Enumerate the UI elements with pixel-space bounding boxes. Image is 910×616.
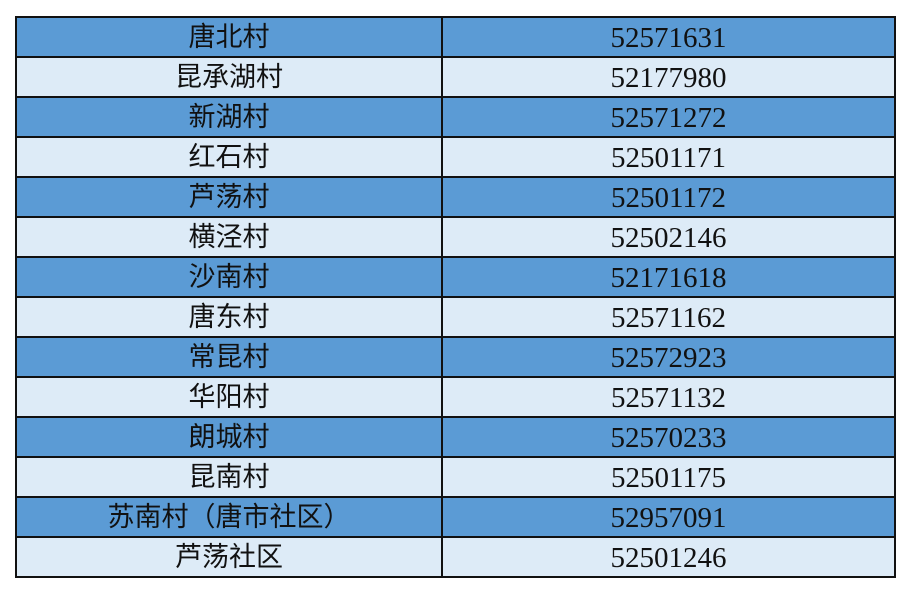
phone-number-cell: 52177980 (441, 56, 896, 98)
phone-number-cell: 52502146 (441, 216, 896, 258)
table-row: 新湖村 52571272 (15, 96, 896, 138)
phone-number-cell: 52501175 (441, 456, 896, 498)
phone-number-cell: 52501246 (441, 536, 896, 578)
village-name-cell: 芦荡社区 (15, 536, 443, 578)
village-name-cell: 华阳村 (15, 376, 443, 418)
village-name-cell: 朗城村 (15, 416, 443, 458)
table-row: 唐东村 52571162 (15, 296, 896, 338)
village-name-cell: 横泾村 (15, 216, 443, 258)
village-name-cell: 唐北村 (15, 16, 443, 58)
village-name-cell: 昆南村 (15, 456, 443, 498)
table-row: 芦荡村 52501172 (15, 176, 896, 218)
phone-number-cell: 52572923 (441, 336, 896, 378)
table-row: 华阳村 52571132 (15, 376, 896, 418)
village-name-cell: 沙南村 (15, 256, 443, 298)
village-name-cell: 红石村 (15, 136, 443, 178)
village-name-cell: 芦荡村 (15, 176, 443, 218)
table-row: 苏南村（唐市社区） 52957091 (15, 496, 896, 538)
phone-number-cell: 52171618 (441, 256, 896, 298)
table-row: 芦荡社区 52501246 (15, 536, 896, 578)
village-name-cell: 新湖村 (15, 96, 443, 138)
table-row: 红石村 52501171 (15, 136, 896, 178)
table-body: 唐北村 52571631 昆承湖村 52177980 新湖村 52571272 红石村 525… (15, 16, 896, 578)
table-row: 昆承湖村 52177980 (15, 56, 896, 98)
phone-number-cell: 52571272 (441, 96, 896, 138)
phone-number-cell: 52501171 (441, 136, 896, 178)
table-row: 常昆村 52572923 (15, 336, 896, 378)
phone-number-cell: 52571631 (441, 16, 896, 58)
table-row: 朗城村 52570233 (15, 416, 896, 458)
contact-table: 唐北村 52571631 昆承湖村 52177980 新湖村 52571272 红石村 525… (15, 16, 896, 578)
table-row: 昆南村 52501175 (15, 456, 896, 498)
village-name-cell: 唐东村 (15, 296, 443, 338)
phone-number-cell: 52570233 (441, 416, 896, 458)
table-row: 唐北村 52571631 (15, 16, 896, 58)
phone-number-cell: 52957091 (441, 496, 896, 538)
village-name-cell: 苏南村（唐市社区） (15, 496, 443, 538)
table-row: 沙南村 52171618 (15, 256, 896, 298)
village-name-cell: 常昆村 (15, 336, 443, 378)
village-name-cell: 昆承湖村 (15, 56, 443, 98)
phone-number-cell: 52571162 (441, 296, 896, 338)
table-row: 横泾村 52502146 (15, 216, 896, 258)
phone-number-cell: 52571132 (441, 376, 896, 418)
phone-number-cell: 52501172 (441, 176, 896, 218)
